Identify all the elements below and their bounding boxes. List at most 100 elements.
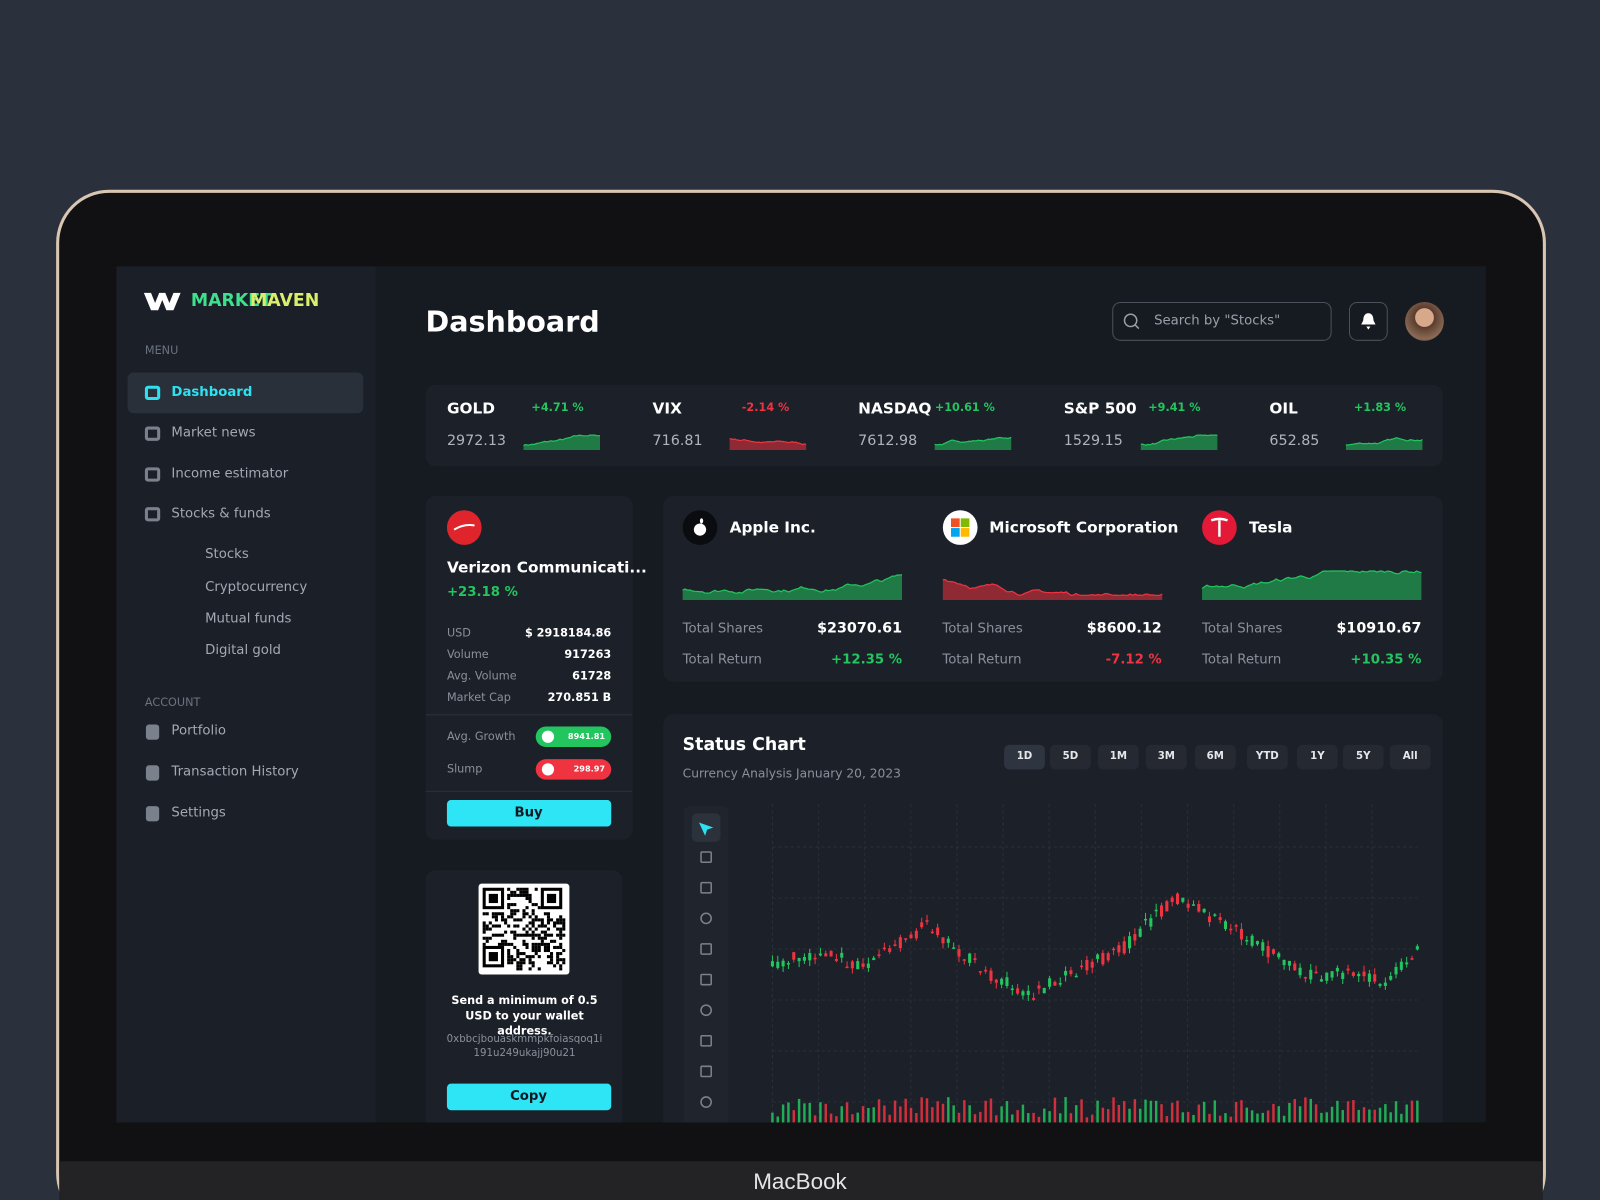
candle-body — [1096, 954, 1100, 959]
sparkline — [934, 436, 1012, 450]
range-button[interactable] — [1296, 744, 1338, 770]
nav-item[interactable]: Income estimator — [171, 466, 289, 482]
buy-label[interactable]: Buy — [514, 805, 543, 821]
range-label[interactable]: 6M — [1206, 750, 1224, 763]
volume-bar — [1224, 1113, 1227, 1123]
volume-bar — [1288, 1102, 1291, 1123]
range-button[interactable] — [1049, 744, 1091, 770]
shares-label: Total Shares — [942, 621, 1023, 637]
range-button[interactable] — [1246, 744, 1288, 770]
qr-cell — [522, 958, 526, 962]
volume-bar — [1202, 1101, 1206, 1123]
qr-cell — [501, 933, 505, 937]
buy-button[interactable] — [446, 799, 612, 827]
stat-value: 270.851 B — [547, 690, 612, 705]
notification-button[interactable] — [1348, 302, 1388, 341]
tool-icon — [700, 851, 712, 864]
qr-cell — [494, 933, 498, 937]
qr-cell — [540, 924, 544, 928]
qr-cell — [546, 942, 550, 946]
screen: MARKET MAVEN MENU Dashboard Market news Incom… — [116, 266, 1486, 1123]
return-value: +12.35 % — [831, 651, 903, 668]
candle-body — [1330, 971, 1334, 978]
qr-cell — [510, 915, 514, 919]
candle-body — [973, 958, 977, 961]
range-button[interactable] — [1389, 744, 1431, 770]
tool-icon — [700, 1065, 712, 1078]
qr-cell — [546, 927, 550, 931]
qr-cell — [504, 918, 508, 922]
qr-cell — [507, 942, 511, 946]
qr-cell — [519, 933, 523, 937]
candle-body — [1405, 962, 1409, 965]
search-glass — [1123, 313, 1138, 328]
range-button[interactable] — [1342, 744, 1384, 770]
sparkline-line — [1140, 434, 1217, 446]
shares-label: Total Shares — [682, 621, 764, 637]
stat-label: Avg. Volume — [446, 669, 517, 683]
nav-subitem[interactable]: Digital gold — [205, 642, 281, 659]
status-subtitle: Currency Analysis January 20, 2023 — [682, 765, 901, 781]
range-label[interactable]: 1M — [1109, 750, 1128, 763]
nav-item[interactable]: Stocks & funds — [171, 506, 271, 522]
range-label[interactable]: 3M — [1157, 750, 1175, 763]
candle-body — [1213, 914, 1217, 916]
nav-subitem[interactable]: Stocks — [205, 546, 249, 563]
candle-body — [1202, 908, 1206, 913]
copy-button[interactable] — [446, 1083, 612, 1111]
company-logo — [942, 510, 978, 545]
return-value: +10.35 % — [1350, 651, 1422, 668]
volume-bar — [1330, 1106, 1334, 1123]
qr-cell — [504, 939, 508, 943]
nav-item[interactable]: Portfolio — [171, 723, 227, 739]
nav-item[interactable]: Settings — [171, 805, 226, 821]
volume-bar — [1192, 1114, 1195, 1123]
candle-body — [909, 934, 913, 939]
range-label[interactable]: 5Y — [1356, 750, 1371, 763]
candle-body — [1048, 978, 1052, 987]
range-button[interactable] — [1194, 744, 1236, 770]
range-button[interactable] — [1145, 744, 1187, 770]
metric-pill-icon — [541, 730, 555, 743]
volume-bar — [803, 1103, 806, 1123]
nav-item[interactable]: Transaction History — [171, 764, 299, 780]
nav-subitem[interactable]: Mutual funds — [205, 611, 292, 627]
range-button[interactable] — [1004, 744, 1045, 770]
candle-body — [1010, 988, 1014, 991]
volume-bar — [1362, 1107, 1366, 1123]
range-label[interactable]: All — [1402, 750, 1418, 763]
sparkline-line — [729, 438, 806, 446]
stat-label: Volume — [446, 648, 489, 662]
brand-second: MAVEN — [249, 291, 320, 312]
ticker-change: +1.83 % — [1353, 401, 1407, 415]
shares-value: $10910.67 — [1336, 620, 1422, 638]
range-label[interactable]: 1D — [1016, 750, 1033, 763]
qr-cell — [513, 933, 517, 937]
nav-item[interactable]: Dashboard — [171, 384, 253, 400]
qr-cell — [556, 945, 560, 949]
candle-body — [1064, 970, 1068, 976]
search-box[interactable] — [1112, 302, 1332, 341]
qr-cell — [525, 906, 529, 910]
ticker-change: +10.61 % — [934, 401, 995, 415]
volume-bar — [1138, 1108, 1142, 1123]
copy-label[interactable]: Copy — [510, 1088, 548, 1105]
candle-body — [1181, 897, 1185, 902]
range-label[interactable]: 1Y — [1310, 750, 1325, 763]
qr-cell — [559, 915, 563, 919]
avatar[interactable] — [1405, 302, 1444, 341]
range-label[interactable]: 5D — [1062, 750, 1079, 763]
volume-bar — [1218, 1115, 1222, 1123]
metric-pill — [535, 759, 612, 780]
qr-cell — [516, 967, 520, 971]
candle-body — [1287, 960, 1291, 966]
qr-cell — [501, 942, 505, 946]
candle-body — [968, 953, 972, 963]
nav-subitem[interactable]: Cryptocurrency — [205, 579, 308, 595]
qr-cell — [534, 903, 538, 907]
candle-body — [797, 957, 801, 962]
ms-square — [960, 528, 969, 537]
range-button[interactable] — [1097, 744, 1139, 770]
range-label[interactable]: YTD — [1255, 750, 1279, 763]
nav-item[interactable]: Market news — [171, 425, 256, 441]
